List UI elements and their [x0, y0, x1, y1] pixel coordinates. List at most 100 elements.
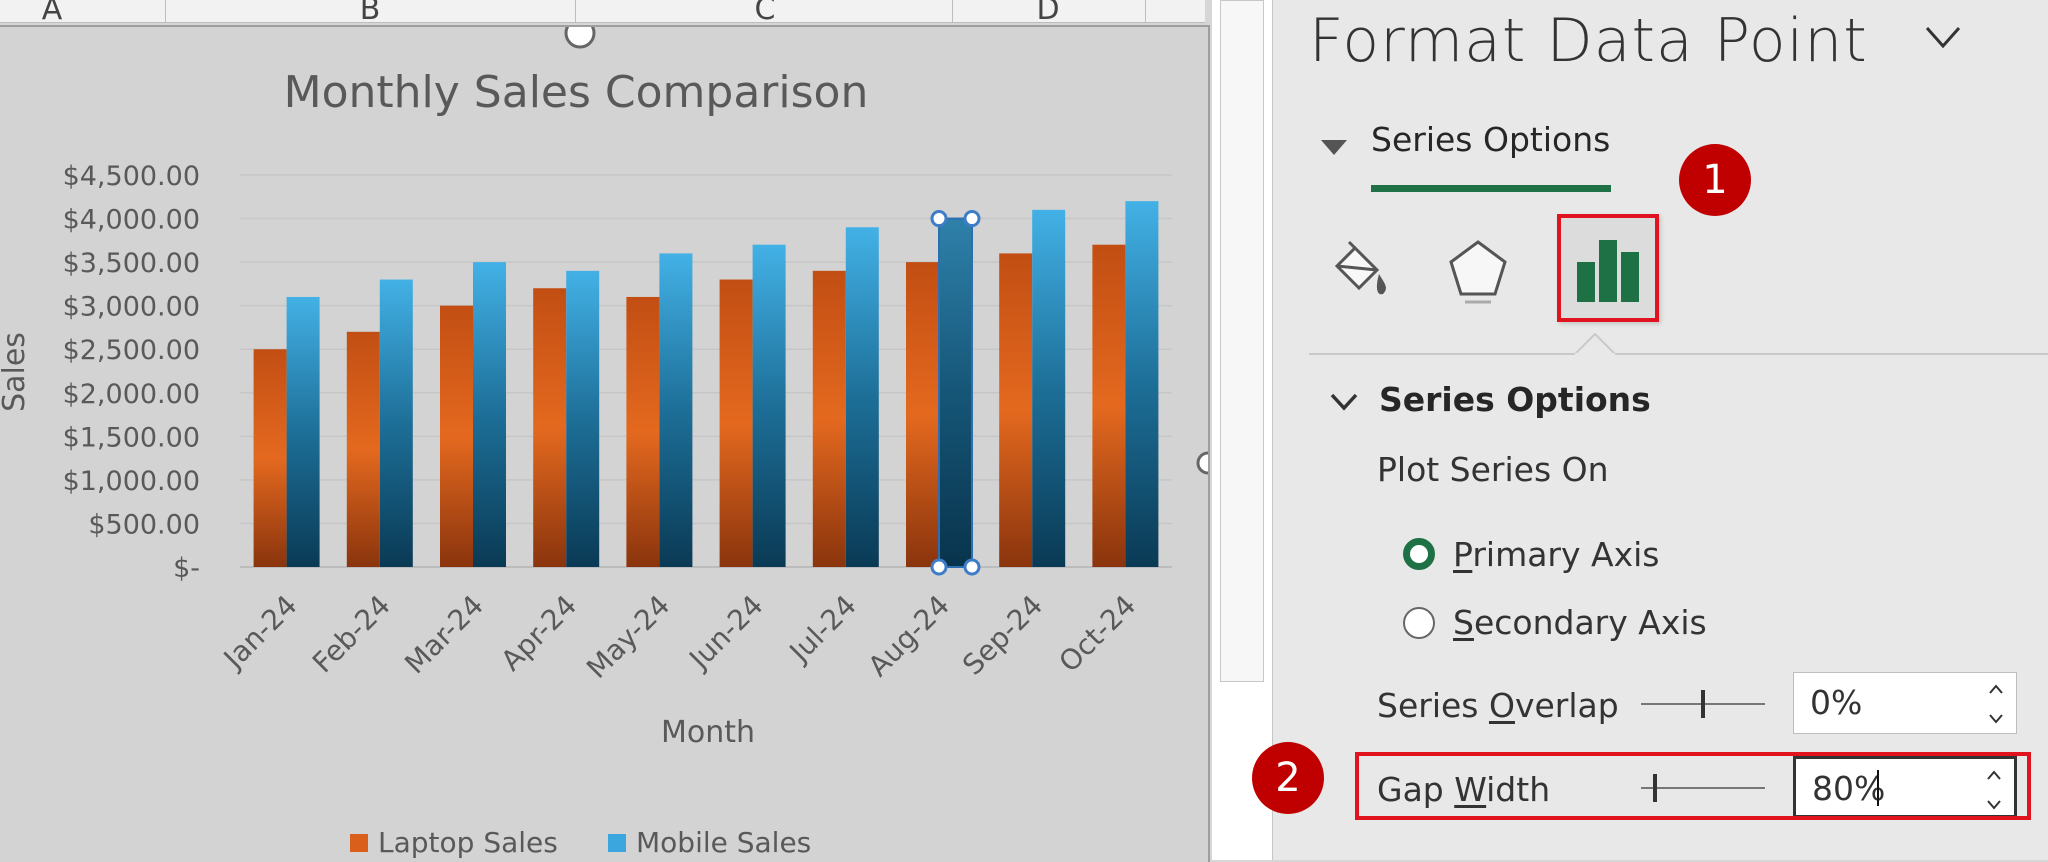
y-tick-label[interactable]: $4,000.00 [63, 205, 200, 236]
bar-mobile-sales[interactable] [473, 262, 506, 567]
bar-mobile-sales[interactable] [1125, 201, 1159, 567]
bar-laptop-sales[interactable] [626, 296, 660, 567]
fill-line-icon[interactable] [1325, 240, 1395, 300]
x-tick-label[interactable]: May-24 [580, 589, 676, 685]
step-2-badge: 2 [1252, 742, 1324, 814]
active-tab-underline [1371, 185, 1611, 192]
bar-mobile-sales[interactable] [566, 270, 600, 567]
chart-legend[interactable]: Laptop Sales Mobile Sales [350, 826, 811, 859]
y-axis-title[interactable]: Sales [0, 332, 32, 412]
y-tick-label[interactable]: $2,000.00 [63, 379, 200, 410]
secondary-axis-label[interactable]: Secondary Axis [1453, 603, 1707, 642]
tab-series-options[interactable]: Series Options [1371, 120, 1611, 159]
bar-laptop-sales[interactable] [719, 279, 753, 567]
sales-chart[interactable]: Monthly Sales Comparison Sales Month $-$… [0, 27, 1208, 862]
vertical-scrollbar[interactable] [1220, 0, 1264, 682]
bar-laptop-sales[interactable] [812, 270, 846, 567]
column-separator[interactable] [575, 0, 576, 22]
chart-title[interactable]: Monthly Sales Comparison [284, 67, 869, 118]
x-tick-label[interactable]: Oct-24 [1052, 589, 1142, 679]
y-tick-label[interactable]: $2,500.00 [63, 335, 200, 366]
bar-laptop-sales[interactable] [440, 305, 473, 567]
bar-laptop-sales[interactable] [906, 262, 939, 567]
series-overlap-input[interactable]: 0% [1793, 672, 2017, 734]
chevron-down-icon[interactable] [1913, 18, 1973, 58]
bar-mobile-sales[interactable] [845, 227, 879, 567]
chart-resize-handle[interactable] [1196, 451, 1208, 475]
y-tick-label[interactable]: $- [173, 553, 200, 584]
legend-swatch[interactable] [608, 834, 626, 852]
gap-width-value[interactable]: 80% [1812, 769, 1886, 808]
y-tick-label[interactable]: $3,500.00 [63, 248, 200, 279]
bar-mobile-sales[interactable] [659, 253, 693, 567]
bar-laptop-sales[interactable] [999, 253, 1033, 567]
slider-thumb[interactable] [1653, 774, 1657, 802]
column-header-b[interactable]: B [359, 0, 381, 27]
bar-laptop-sales[interactable] [253, 349, 287, 567]
chart-area[interactable]: Monthly Sales Comparison Sales Month $- $… [0, 25, 1210, 862]
x-tick-label[interactable]: Sep-24 [956, 589, 1049, 682]
primary-axis-label[interactable]: Primary Axis [1453, 535, 1660, 574]
x-tick-label[interactable]: Mar-24 [398, 589, 490, 681]
step-1-badge: 1 [1679, 144, 1751, 216]
x-tick-label[interactable]: Jun-24 [682, 589, 770, 677]
x-tick-label[interactable]: Apr-24 [494, 589, 583, 678]
bar-mobile-sales[interactable] [752, 244, 786, 567]
column-separator[interactable] [1145, 0, 1146, 22]
spinner-arrows-icon[interactable] [1984, 763, 2004, 817]
x-tick-label[interactable]: Jul-24 [782, 589, 863, 670]
primary-axis-radio[interactable] [1403, 538, 1435, 570]
selection-handle[interactable] [930, 210, 948, 228]
bar-mobile-sales[interactable] [1032, 209, 1066, 567]
text-cursor [1877, 770, 1879, 806]
x-tick-label[interactable]: Feb-24 [306, 589, 397, 680]
y-axis-ticks[interactable]: $- $500.00 $1,000.00 $1,500.00 $2,000.00 $2,5… [63, 161, 200, 584]
y-tick-label[interactable]: $500.00 [88, 509, 200, 540]
selection-handle[interactable] [930, 558, 948, 576]
bar-laptop-sales[interactable] [1092, 244, 1126, 567]
spinner-arrows-icon[interactable] [1986, 677, 2006, 731]
gap-width-input[interactable]: 80% [1793, 756, 2017, 818]
bar-chart-icon[interactable] [1575, 232, 1641, 304]
selection-handle[interactable] [963, 558, 981, 576]
bars[interactable] [253, 201, 1159, 576]
legend-label[interactable]: Laptop Sales [378, 826, 558, 859]
series-options-icon-highlight [1557, 214, 1659, 322]
selection-handle[interactable] [963, 210, 981, 228]
slider-thumb[interactable] [1701, 690, 1705, 718]
gap-width-label: Gap Width [1377, 770, 1551, 809]
chart-resize-handle[interactable] [564, 27, 596, 49]
y-tick-label[interactable]: $1,000.00 [63, 466, 200, 497]
column-separator[interactable] [165, 0, 166, 22]
x-axis-title[interactable]: Month [661, 715, 755, 750]
legend-label[interactable]: Mobile Sales [636, 826, 811, 859]
bar-mobile-sales[interactable] [286, 296, 320, 567]
column-header-d[interactable]: D [1036, 0, 1060, 27]
format-data-point-pane: Format Data Point Series Options 1 Serie… [1252, 0, 2048, 860]
x-tick-label[interactable]: Aug-24 [862, 589, 956, 683]
column-header-c[interactable]: C [754, 0, 776, 27]
chevron-down-icon[interactable] [1329, 392, 1359, 412]
selected-data-point[interactable] [938, 217, 973, 569]
series-overlap-label: Series Overlap [1377, 686, 1619, 725]
gap-width-highlight [1355, 752, 2031, 820]
gap-width-slider[interactable] [1641, 768, 1765, 808]
legend-swatch[interactable] [350, 834, 368, 852]
secondary-axis-radio[interactable] [1403, 607, 1435, 639]
y-tick-label[interactable]: $3,000.00 [63, 292, 200, 323]
bar-laptop-sales[interactable] [346, 331, 380, 567]
x-tick-label[interactable]: Jan-24 [216, 589, 304, 677]
effects-pentagon-icon[interactable] [1443, 236, 1513, 306]
bar-laptop-sales[interactable] [533, 288, 567, 567]
y-tick-label[interactable]: $4,500.00 [63, 161, 200, 192]
section-title-series-options[interactable]: Series Options [1379, 380, 1651, 419]
series-overlap-slider[interactable] [1641, 684, 1765, 724]
y-tick-label[interactable]: $1,500.00 [63, 422, 200, 453]
bar-mobile-sales[interactable] [379, 279, 413, 567]
collapse-triangle-icon[interactable] [1321, 140, 1347, 156]
series-overlap-value[interactable]: 0% [1810, 683, 1863, 722]
bar-mobile-sales[interactable] [939, 218, 972, 568]
column-separator[interactable] [952, 0, 953, 22]
column-header-a[interactable]: A [41, 0, 63, 27]
